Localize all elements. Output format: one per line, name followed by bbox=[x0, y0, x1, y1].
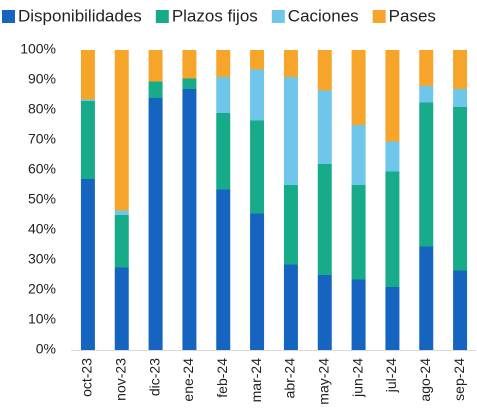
x-tick-label: jul-24 bbox=[383, 358, 399, 393]
bar-segment bbox=[80, 179, 95, 350]
x-tick-label: may-24 bbox=[315, 358, 331, 405]
y-tick-label: 0% bbox=[36, 341, 56, 357]
legend-label: Plazos fijos bbox=[172, 6, 258, 25]
bar-segment bbox=[250, 69, 265, 121]
y-tick-label: 100% bbox=[20, 41, 56, 57]
bar-segment bbox=[114, 267, 129, 350]
bar-segment bbox=[453, 270, 468, 350]
bar-segment bbox=[351, 185, 366, 280]
bar-segment bbox=[419, 50, 434, 86]
bar-segment bbox=[351, 279, 366, 350]
bar-segment bbox=[250, 120, 265, 214]
bar-segment bbox=[148, 50, 163, 82]
bar-segment bbox=[80, 101, 95, 179]
bar-segment bbox=[182, 89, 197, 350]
x-tick-label: ene-24 bbox=[180, 358, 196, 402]
bar-segment bbox=[114, 215, 129, 268]
bar-segment bbox=[351, 50, 366, 125]
bar-segment bbox=[283, 50, 298, 77]
legend-swatch bbox=[155, 10, 169, 23]
bar-segment bbox=[453, 107, 468, 271]
bar-segment bbox=[351, 125, 366, 185]
bar-segment bbox=[182, 78, 197, 89]
y-tick-label: 60% bbox=[28, 161, 56, 177]
bar-segment bbox=[182, 50, 197, 79]
bar-segment bbox=[419, 246, 434, 350]
y-tick-label: 30% bbox=[28, 251, 56, 267]
bar-segment bbox=[317, 164, 332, 275]
bar-segment bbox=[317, 275, 332, 350]
bar-segment bbox=[283, 77, 298, 185]
y-tick-label: 50% bbox=[28, 191, 56, 207]
y-tick-label: 40% bbox=[28, 221, 56, 237]
bar-segment bbox=[216, 113, 231, 190]
bar-segment bbox=[216, 50, 231, 77]
legend-label: Caciones bbox=[288, 6, 359, 25]
bar-segment bbox=[114, 210, 129, 215]
legend-swatch bbox=[271, 10, 285, 23]
y-tick-label: 70% bbox=[28, 131, 56, 147]
y-tick-label: 80% bbox=[28, 101, 56, 117]
bar-segment bbox=[216, 77, 231, 113]
bar-segment bbox=[80, 50, 95, 100]
x-tick-label: sep-24 bbox=[451, 358, 467, 401]
legend-swatch bbox=[2, 10, 15, 23]
x-tick-label: feb-24 bbox=[214, 358, 230, 398]
y-tick-label: 90% bbox=[28, 71, 56, 87]
x-tick-label: nov-23 bbox=[112, 358, 128, 401]
bar-segment bbox=[216, 189, 231, 350]
legend-swatch bbox=[372, 10, 386, 23]
bar-segment bbox=[114, 50, 129, 211]
bar-segment bbox=[148, 98, 163, 350]
bar-segment bbox=[80, 99, 95, 101]
legend-label: Pases bbox=[389, 6, 436, 25]
bar-segment bbox=[385, 141, 400, 172]
x-tick-label: mar-24 bbox=[248, 358, 264, 403]
bar-segment bbox=[148, 81, 163, 98]
x-tick-label: ago-24 bbox=[417, 358, 433, 402]
bar-segment bbox=[317, 90, 332, 164]
bar-segment bbox=[419, 102, 434, 247]
bar-segment bbox=[283, 264, 298, 350]
x-tick-label: jun-24 bbox=[349, 358, 365, 398]
y-tick-label: 20% bbox=[28, 281, 56, 297]
bar-segment bbox=[419, 86, 434, 103]
legend-label: Disponibilidades bbox=[18, 6, 142, 25]
bar-segment bbox=[385, 171, 400, 287]
x-tick-label: oct-23 bbox=[79, 358, 95, 397]
bar-segment bbox=[250, 213, 265, 350]
bar-segment bbox=[317, 50, 332, 91]
y-tick-label: 10% bbox=[28, 311, 56, 327]
bar-segment bbox=[250, 50, 265, 70]
bar-segment bbox=[453, 89, 468, 107]
bar-segment bbox=[385, 50, 400, 142]
bar-segment bbox=[385, 287, 400, 350]
bar-segment bbox=[453, 50, 468, 89]
x-tick-label: abr-24 bbox=[282, 358, 298, 399]
x-tick-label: dic-23 bbox=[146, 358, 162, 396]
bar-segment bbox=[283, 185, 298, 265]
